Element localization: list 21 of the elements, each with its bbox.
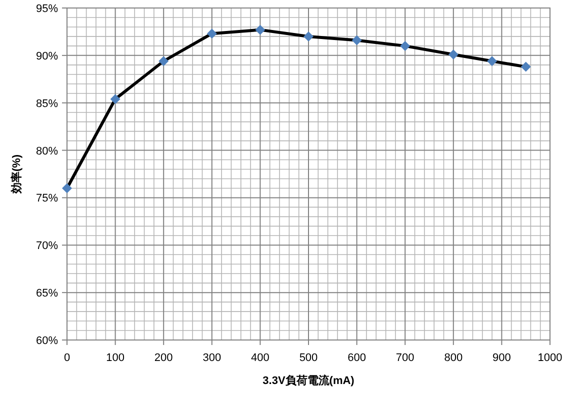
x-tick-label: 1000 bbox=[538, 352, 562, 364]
y-tick-label: 95% bbox=[36, 3, 58, 15]
y-tick-label: 85% bbox=[36, 98, 58, 110]
y-tick-label: 70% bbox=[36, 240, 58, 252]
y-tick-label: 65% bbox=[36, 288, 58, 300]
y-tick-label: 80% bbox=[36, 145, 58, 158]
y-tick-label: 75% bbox=[36, 192, 58, 205]
x-tick-label: 500 bbox=[299, 352, 318, 364]
x-tick-label: 600 bbox=[348, 352, 366, 364]
x-tick-label: 100 bbox=[106, 352, 124, 364]
x-axis-title: 3.3V負荷電流(mA) bbox=[262, 374, 355, 387]
x-tick-label: 900 bbox=[492, 352, 511, 364]
x-tick-label: 800 bbox=[444, 352, 463, 364]
y-axis-title: 効率(%) bbox=[10, 154, 23, 195]
x-tick-label: 700 bbox=[396, 352, 414, 364]
x-tick-label: 0 bbox=[64, 352, 70, 364]
x-tick-label: 400 bbox=[251, 352, 270, 364]
y-tick-label: 60% bbox=[36, 335, 58, 347]
y-tick-label: 90% bbox=[36, 50, 58, 62]
x-tick-label: 200 bbox=[154, 352, 173, 364]
x-tick-label: 300 bbox=[202, 352, 222, 364]
